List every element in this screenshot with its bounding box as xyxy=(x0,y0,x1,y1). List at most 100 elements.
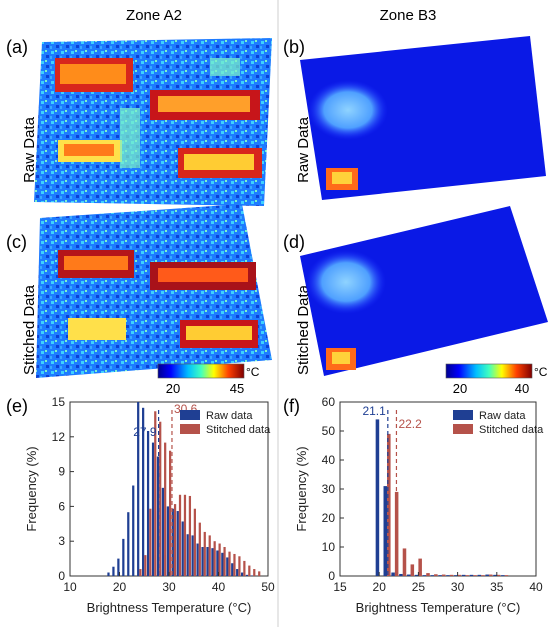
bar-raw xyxy=(166,506,169,576)
bar-raw xyxy=(501,575,505,576)
bar-raw xyxy=(391,572,395,576)
bar-raw xyxy=(414,574,419,576)
legend-swatch xyxy=(453,410,473,420)
bar-stitched xyxy=(188,495,192,576)
bar-stitched xyxy=(496,574,501,576)
bar-stitched xyxy=(169,450,172,576)
bar-raw xyxy=(171,508,174,576)
bar-stitched xyxy=(426,573,430,576)
bar-stitched xyxy=(193,508,196,576)
bar-raw xyxy=(127,512,130,576)
bar-stitched xyxy=(178,494,182,576)
bar-stitched xyxy=(253,569,256,576)
panel-letter-c: (c) xyxy=(6,232,27,252)
histogram-e: 10 20 30 40 50 0 3 6 9 12 15 Brightness Temperature… xyxy=(24,395,275,615)
bar-raw xyxy=(241,572,244,576)
x-tick-label: 30 xyxy=(451,580,465,594)
bar-stitched xyxy=(402,548,407,576)
bar-raw xyxy=(216,550,219,576)
x-tick-label: 20 xyxy=(373,580,387,594)
bar-raw xyxy=(236,569,239,576)
panel-letter-e: (e) xyxy=(6,396,28,416)
bar-raw xyxy=(245,574,249,576)
thermal-image-d xyxy=(300,206,548,376)
bar-stitched xyxy=(154,411,157,576)
bar-stitched xyxy=(203,531,206,576)
bar-stitched xyxy=(248,565,251,576)
thermal-image-c xyxy=(36,204,272,378)
panel-letter-d: (d) xyxy=(283,232,305,252)
y-tick-label: 50 xyxy=(322,424,336,438)
thermal-image-a xyxy=(34,38,272,206)
y-tick-label: 3 xyxy=(58,534,65,548)
bar-raw xyxy=(461,574,466,576)
histogram-f: 15 20 25 30 35 40 0 10 20 30 40 50 60 Brightness Temp… xyxy=(294,395,544,615)
bar-raw xyxy=(221,552,224,576)
bar-raw xyxy=(375,419,380,576)
bar-stitched xyxy=(449,574,454,576)
row-label-c: Stitched Data xyxy=(21,284,38,375)
bar-stitched xyxy=(183,494,187,576)
bar-stitched xyxy=(473,575,477,576)
panel-letter-a: (a) xyxy=(6,37,28,57)
bar-raw xyxy=(231,563,234,576)
bar-raw xyxy=(112,566,115,576)
bar-raw xyxy=(196,543,199,576)
y-tick-label: 9 xyxy=(58,465,65,479)
bar-raw xyxy=(181,521,184,576)
colorbar-right-min: 20 xyxy=(453,381,467,396)
x-axis-label: Brightness Temperature (°C) xyxy=(356,600,521,615)
bar-raw xyxy=(493,574,497,576)
x-tick-label: 10 xyxy=(63,580,77,594)
legend-label: Stitched data xyxy=(479,424,544,436)
bar-stitched xyxy=(223,547,226,576)
bar-raw xyxy=(132,485,135,576)
y-tick-label: 15 xyxy=(52,395,66,409)
bar-raw xyxy=(176,511,179,576)
bar-stitched xyxy=(218,543,221,576)
bar-stitched xyxy=(410,564,415,576)
legend-swatch xyxy=(453,424,473,434)
bar-raw xyxy=(146,431,150,576)
x-tick-label: 40 xyxy=(529,580,543,594)
bar-raw xyxy=(151,442,155,576)
bar-raw xyxy=(117,558,120,576)
bar-stitched xyxy=(394,491,399,576)
y-tick-label: 30 xyxy=(322,482,336,496)
bar-raw xyxy=(469,574,474,576)
y-tick-label: 20 xyxy=(322,511,336,525)
bar-stitched xyxy=(441,574,446,576)
bar-stitched xyxy=(457,574,462,576)
bar-raw xyxy=(477,574,482,576)
y-tick-label: 0 xyxy=(58,569,65,583)
bar-stitched xyxy=(465,575,469,576)
colorbar-right-unit: °C xyxy=(534,365,548,379)
colorbar-left-unit: °C xyxy=(246,365,260,379)
bar-raw xyxy=(156,456,160,576)
bar-raw xyxy=(142,407,145,576)
x-tick-label: 25 xyxy=(412,580,426,594)
bar-raw xyxy=(399,573,403,576)
bar-raw xyxy=(186,534,189,576)
legend-swatch xyxy=(180,410,200,420)
bar-stitched xyxy=(144,555,147,576)
bar-raw xyxy=(161,487,165,576)
bar-raw xyxy=(137,402,140,576)
bar-raw xyxy=(122,538,125,576)
bar-stitched xyxy=(258,571,261,576)
bar-stitched xyxy=(243,560,246,576)
legend-label: Stitched data xyxy=(206,424,271,436)
y-tick-label: 60 xyxy=(322,395,336,409)
mean-label: 22.2 xyxy=(398,417,422,431)
bar-stitched xyxy=(139,569,142,576)
bar-stitched xyxy=(213,541,216,576)
bar-raw xyxy=(407,574,411,576)
bar-stitched xyxy=(504,575,509,576)
y-tick-label: 40 xyxy=(322,453,336,467)
bar-stitched xyxy=(198,522,201,576)
bar-stitched xyxy=(488,574,493,576)
legend-label: Raw data xyxy=(206,410,253,422)
bar-raw xyxy=(383,486,388,576)
bar-stitched xyxy=(149,508,152,576)
